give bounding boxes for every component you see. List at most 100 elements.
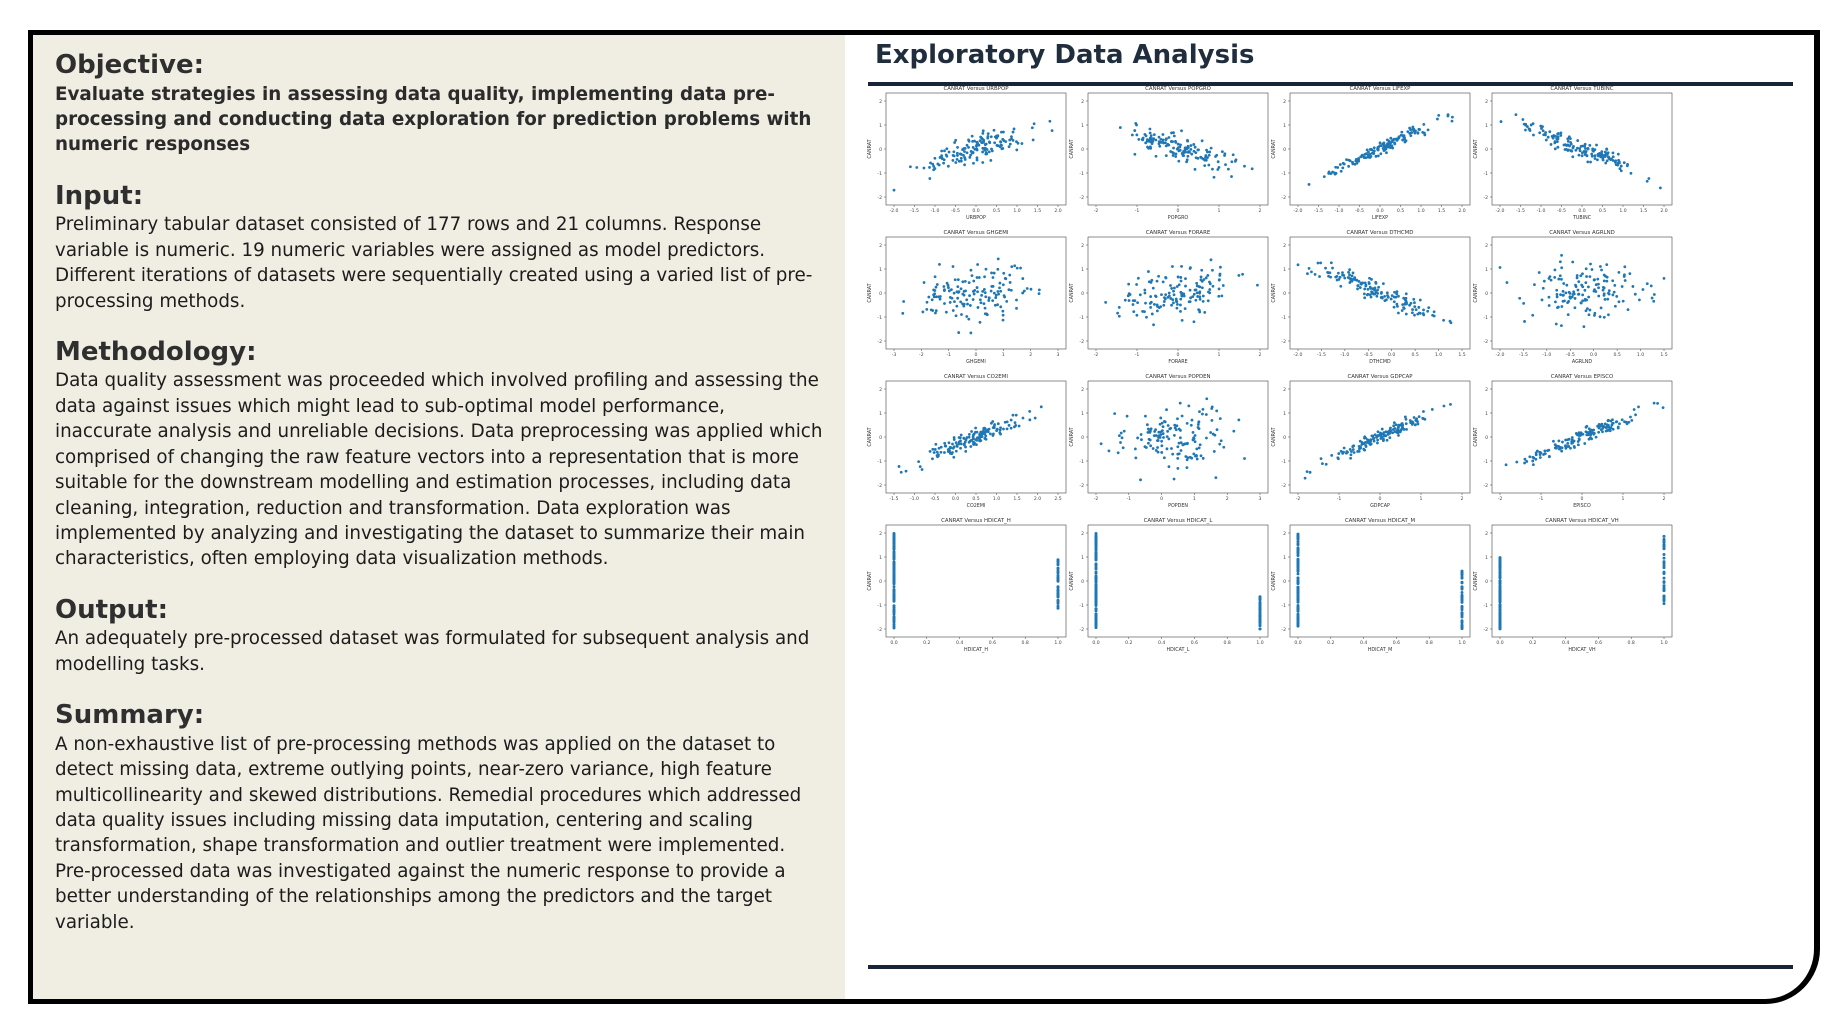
data-point: [1378, 144, 1382, 148]
data-point: [1409, 301, 1413, 305]
data-point: [1362, 292, 1366, 296]
data-point: [1176, 445, 1180, 449]
data-point: [1408, 303, 1411, 307]
data-point: [1296, 608, 1300, 612]
data-point: [1388, 436, 1392, 440]
data-point: [1145, 423, 1149, 427]
data-point: [1641, 288, 1645, 291]
data-point: [963, 146, 967, 150]
data-point: [1206, 274, 1210, 277]
x-tick-label: -1.0: [1537, 208, 1546, 214]
data-point: [1566, 137, 1570, 141]
plot-axes: [1289, 380, 1471, 494]
data-point: [1162, 300, 1166, 303]
data-point: [1156, 450, 1160, 454]
data-point: [1162, 436, 1165, 439]
data-point: [1173, 423, 1177, 427]
data-point: [995, 429, 999, 432]
data-point: [1358, 286, 1362, 289]
data-point: [1408, 131, 1412, 135]
data-point: [1149, 295, 1153, 298]
data-point: [1200, 286, 1204, 290]
data-point: [931, 162, 935, 166]
data-point: [1378, 141, 1382, 145]
data-point: [1620, 285, 1624, 288]
data-point: [1366, 292, 1370, 296]
data-point: [963, 163, 966, 167]
data-point: [972, 279, 976, 283]
data-point: [1176, 275, 1180, 279]
data-point: [1020, 142, 1024, 145]
data-point: [975, 147, 979, 151]
y-tick-label: 1: [879, 123, 882, 129]
y-tick-label: 2: [1081, 387, 1084, 393]
data-point: [1402, 307, 1406, 310]
data-point: [960, 313, 963, 316]
data-point: [1599, 153, 1603, 157]
data-point: [980, 435, 984, 438]
plot-axes: [1491, 380, 1673, 494]
data-point: [1094, 563, 1098, 567]
data-point: [967, 139, 971, 143]
y-tick-label: -2: [1483, 195, 1488, 201]
data-point: [1351, 271, 1355, 275]
data-point: [1150, 137, 1153, 140]
data-point: [1296, 567, 1300, 571]
data-point: [1621, 299, 1625, 303]
data-point: [953, 300, 956, 304]
data-point: [1662, 537, 1666, 541]
data-point: [1450, 119, 1454, 123]
data-point: [1152, 434, 1156, 438]
data-point: [1521, 118, 1525, 121]
data-point: [982, 302, 986, 306]
data-point: [1094, 551, 1098, 555]
data-point: [956, 278, 960, 282]
data-point: [892, 622, 896, 626]
data-point: [1310, 270, 1313, 274]
data-point: [1603, 150, 1607, 154]
data-point: [1662, 547, 1666, 551]
data-point: [1015, 266, 1019, 270]
x-tick-label: 0.8: [1022, 640, 1029, 646]
data-point: [1201, 456, 1205, 460]
data-point: [1258, 598, 1262, 602]
x-tick-label: 0.5: [1613, 352, 1620, 358]
data-point: [1550, 135, 1554, 138]
data-point: [1128, 293, 1132, 296]
data-point: [1094, 609, 1098, 613]
data-point: [1329, 275, 1333, 279]
data-point: [975, 140, 979, 144]
data-point: [1436, 117, 1439, 121]
x-axis-label: HDICAT_M: [1368, 647, 1392, 653]
y-tick-label: 1: [1283, 555, 1286, 561]
data-point: [1560, 446, 1564, 450]
data-point: [1613, 284, 1617, 287]
data-point: [1157, 434, 1161, 438]
data-point: [1136, 436, 1140, 440]
data-point: [1094, 567, 1098, 571]
data-point: [920, 468, 924, 471]
data-point: [1498, 616, 1502, 620]
y-tick-label: -2: [1281, 627, 1286, 633]
data-point: [964, 449, 968, 453]
data-point: [1177, 441, 1181, 445]
data-point: [934, 285, 938, 289]
x-axis-label: LIFEXP: [1372, 215, 1388, 221]
y-tick-label: -1: [1483, 603, 1488, 609]
data-point: [942, 158, 946, 162]
x-tick-label: 0.6: [989, 640, 996, 646]
data-point: [984, 295, 988, 299]
data-point: [1231, 153, 1235, 157]
x-tick-label: 0.0: [972, 208, 979, 214]
y-tick-label: 1: [1081, 267, 1084, 273]
data-point: [1211, 167, 1214, 171]
data-point: [1647, 177, 1651, 180]
data-point: [1586, 160, 1590, 164]
data-point: [968, 155, 972, 159]
data-point: [1337, 278, 1341, 281]
data-point: [1232, 429, 1236, 433]
data-point: [1575, 274, 1579, 277]
data-point: [1186, 154, 1190, 158]
data-point: [959, 156, 963, 160]
